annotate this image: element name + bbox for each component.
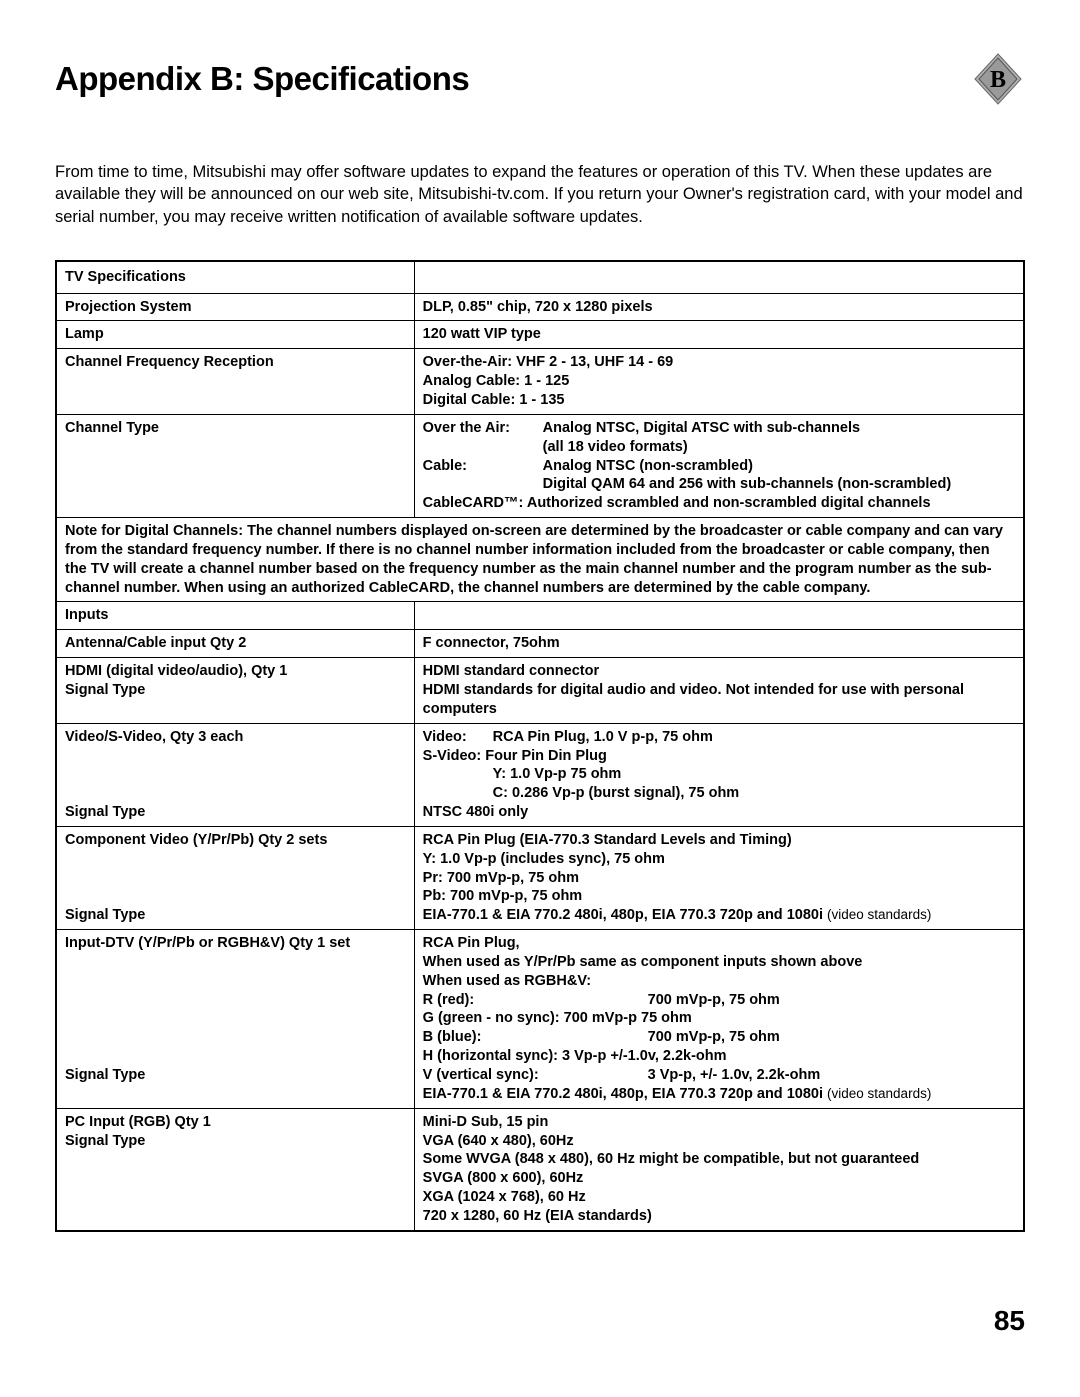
- spec-value: Video:RCA Pin Plug, 1.0 V p-p, 75 ohm S-…: [414, 723, 1024, 826]
- spec-value: DLP, 0.85" chip, 720 x 1280 pixels: [414, 293, 1024, 321]
- sv-vlabel: Video:: [423, 728, 493, 747]
- sv-v1: RCA Pin Plug, 1.0 V p-p, 75 ohm: [493, 729, 713, 745]
- spec-value: HDMI standard connector HDMI standards f…: [414, 658, 1024, 724]
- spec-label: Projection System: [56, 293, 414, 321]
- ct-ota-v2: (all 18 video formats): [543, 439, 688, 455]
- spec-table: TV Specifications Projection System DLP,…: [55, 260, 1025, 1232]
- cp-sig2: (video standards): [827, 907, 931, 922]
- table-row: Note for Digital Channels: The channel n…: [56, 518, 1024, 602]
- spec-value: F connector, 75ohm: [414, 630, 1024, 658]
- dtv-vv: 3 Vp-p, +/- 1.0v, 2.2k-ohm: [648, 1067, 821, 1083]
- dtv-hl: H (horizontal sync): 3 Vp-p +/-1.0v, 2.2…: [423, 1048, 727, 1064]
- cp-c4: Pb: 700 mVp-p, 75 ohm: [423, 888, 583, 904]
- intro-paragraph: From time to time, Mitsubishi may offer …: [55, 161, 1025, 228]
- pc-2: VGA (640 x 480), 60Hz: [423, 1133, 574, 1149]
- table-row: HDMI (digital video/audio), Qty 1 Signal…: [56, 658, 1024, 724]
- dtv-rl: R (red):: [423, 991, 648, 1010]
- spec-line: Over-the-Air: VHF 2 - 13, UHF 14 - 69: [423, 354, 674, 370]
- table-row: Video/S-Video, Qty 3 each Signal Type Vi…: [56, 723, 1024, 826]
- table-row: Inputs: [56, 602, 1024, 630]
- spec-label: PC Input (RGB) Qty 1 Signal Type: [56, 1108, 414, 1231]
- spec-label: Video/S-Video, Qty 3 each Signal Type: [56, 723, 414, 826]
- pc-3: Some WVGA (848 x 480), 60 Hz might be co…: [423, 1151, 920, 1167]
- hdmi-v1: HDMI standard connector: [423, 663, 599, 679]
- hdmi-l1: HDMI (digital video/audio), Qty 1: [65, 663, 287, 679]
- spec-label: Lamp: [56, 321, 414, 349]
- page-number: 85: [994, 1305, 1025, 1337]
- dtv-sig1: EIA-770.1 & EIA 770.2 480i, 480p, EIA 77…: [423, 1086, 823, 1102]
- spec-value: 120 watt VIP type: [414, 321, 1024, 349]
- cp-c3: Pr: 700 mVp-p, 75 ohm: [423, 870, 579, 886]
- spec-value: RCA Pin Plug, When used as Y/Pr/Pb same …: [414, 930, 1024, 1109]
- appendix-badge: B: [971, 52, 1025, 106]
- dtv-bl: B (blue):: [423, 1028, 648, 1047]
- spec-value: RCA Pin Plug (EIA-770.3 Standard Levels …: [414, 826, 1024, 929]
- pc-l1: PC Input (RGB) Qty 1: [65, 1114, 211, 1130]
- table-row: Channel Type Over the Air:Analog NTSC, D…: [56, 414, 1024, 517]
- pc-4: SVGA (800 x 600), 60Hz: [423, 1170, 584, 1186]
- dtv-gl: G (green - no sync): 700 mVp-p 75 ohm: [423, 1010, 692, 1026]
- pc-5: XGA (1024 x 768), 60 Hz: [423, 1189, 586, 1205]
- inputs-title: Inputs: [56, 602, 414, 630]
- hdmi-v2: HDMI standards for digital audio and vid…: [423, 682, 964, 717]
- badge-letter: B: [990, 67, 1006, 93]
- dtv-rv: 700 mVp-p, 75 ohm: [648, 992, 780, 1008]
- cp-c1: RCA Pin Plug (EIA-770.3 Standard Levels …: [423, 832, 792, 848]
- page: Appendix B: Specifications B From time t…: [0, 0, 1080, 1397]
- empty-cell: [414, 602, 1024, 630]
- pc-1: Mini-D Sub, 15 pin: [423, 1114, 549, 1130]
- ct-ota-v1: Analog NTSC, Digital ATSC with sub-chann…: [543, 420, 860, 436]
- dtv-d1: RCA Pin Plug,: [423, 935, 520, 951]
- cp-l2: Signal Type: [65, 907, 145, 923]
- table-row: Projection System DLP, 0.85" chip, 720 x…: [56, 293, 1024, 321]
- ct-cable-v2: Digital QAM 64 and 256 with sub-channels…: [543, 476, 952, 492]
- dtv-l1: Input-DTV (Y/Pr/Pb or RGBH&V) Qty 1 set: [65, 935, 350, 951]
- table-row: Channel Frequency Reception Over-the-Air…: [56, 349, 1024, 415]
- spec-label: HDMI (digital video/audio), Qty 1 Signal…: [56, 658, 414, 724]
- sv-sig: NTSC 480i only: [423, 804, 529, 820]
- empty-cell: [414, 261, 1024, 293]
- spec-label: Channel Frequency Reception: [56, 349, 414, 415]
- header-row: Appendix B: Specifications B: [55, 60, 1025, 106]
- dtv-sig2: (video standards): [827, 1086, 931, 1101]
- dtv-l2: Signal Type: [65, 1067, 145, 1083]
- table-row: Lamp 120 watt VIP type: [56, 321, 1024, 349]
- sv-sv3: C: 0.286 Vp-p (burst signal), 75 ohm: [493, 785, 740, 801]
- cp-sig1: EIA-770.1 & EIA 770.2 480i, 480p, EIA 77…: [423, 907, 823, 923]
- ct-cc: CableCARD™: Authorized scrambled and non…: [423, 495, 931, 511]
- cp-c2: Y: 1.0 Vp-p (includes sync), 75 ohm: [423, 851, 665, 867]
- ct-cable-v1: Analog NTSC (non-scrambled): [543, 458, 753, 474]
- pc-l2: Signal Type: [65, 1133, 145, 1149]
- spec-value: Over-the-Air: VHF 2 - 13, UHF 14 - 69 An…: [414, 349, 1024, 415]
- spec-value: Mini-D Sub, 15 pin VGA (640 x 480), 60Hz…: [414, 1108, 1024, 1231]
- dtv-bv: 700 mVp-p, 75 ohm: [648, 1029, 780, 1045]
- note-cell: Note for Digital Channels: The channel n…: [56, 518, 1024, 602]
- section-title: TV Specifications: [56, 261, 414, 293]
- table-row: TV Specifications: [56, 261, 1024, 293]
- dtv-d3: When used as RGBH&V:: [423, 973, 591, 989]
- dtv-vl: V (vertical sync):: [423, 1066, 648, 1085]
- sv-l2: Signal Type: [65, 804, 145, 820]
- ct-ota-label: Over the Air:: [423, 419, 543, 438]
- table-row: PC Input (RGB) Qty 1 Signal Type Mini-D …: [56, 1108, 1024, 1231]
- spec-label: Antenna/Cable input Qty 2: [56, 630, 414, 658]
- cp-l1: Component Video (Y/Pr/Pb) Qty 2 sets: [65, 832, 327, 848]
- spec-label: Channel Type: [56, 414, 414, 517]
- table-row: Component Video (Y/Pr/Pb) Qty 2 sets Sig…: [56, 826, 1024, 929]
- spec-line: Digital Cable: 1 - 135: [423, 392, 565, 408]
- appendix-title: Appendix B: Specifications: [55, 60, 469, 98]
- table-row: Antenna/Cable input Qty 2 F connector, 7…: [56, 630, 1024, 658]
- spec-line: Analog Cable: 1 - 125: [423, 373, 570, 389]
- spec-label: Input-DTV (Y/Pr/Pb or RGBH&V) Qty 1 set …: [56, 930, 414, 1109]
- hdmi-l2: Signal Type: [65, 682, 145, 698]
- sv-sv2: Y: 1.0 Vp-p 75 ohm: [493, 766, 622, 782]
- table-row: Input-DTV (Y/Pr/Pb or RGBH&V) Qty 1 set …: [56, 930, 1024, 1109]
- ct-cable-label: Cable:: [423, 457, 543, 476]
- pc-6: 720 x 1280, 60 Hz (EIA standards): [423, 1208, 652, 1224]
- dtv-d2: When used as Y/Pr/Pb same as component i…: [423, 954, 863, 970]
- spec-value: Over the Air:Analog NTSC, Digital ATSC w…: [414, 414, 1024, 517]
- sv-l1: Video/S-Video, Qty 3 each: [65, 729, 243, 745]
- sv-sv1: S-Video: Four Pin Din Plug: [423, 748, 607, 764]
- spec-label: Component Video (Y/Pr/Pb) Qty 2 sets Sig…: [56, 826, 414, 929]
